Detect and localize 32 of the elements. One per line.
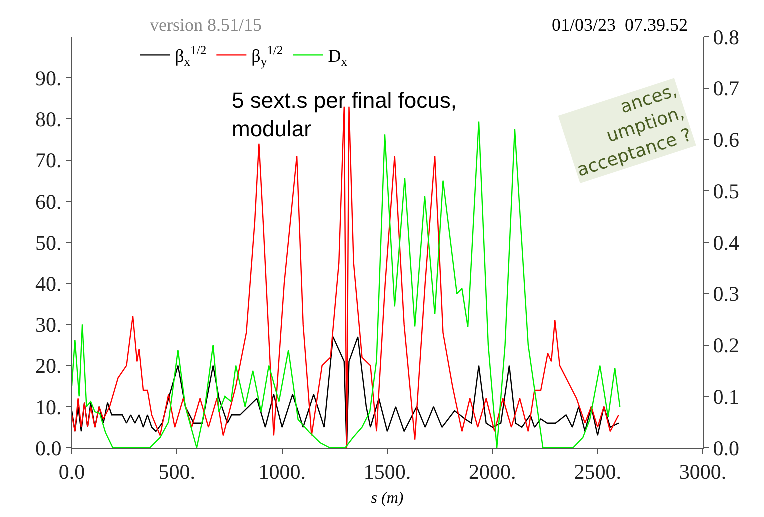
y2-tick-label: 0.0	[713, 436, 740, 460]
annotation: 5 sext.s per final focus, modular	[232, 88, 457, 142]
y-tick-label: 70.	[36, 148, 62, 173]
x-tick-label: 0.0	[58, 460, 86, 484]
x-tick-label: 500.	[158, 460, 196, 484]
x-tick-label: 1000.	[258, 460, 306, 484]
y2-tick-label: 0.4	[713, 230, 740, 255]
y-tick-label: 0.0	[36, 436, 62, 460]
y-tick-label: 60.	[36, 190, 62, 214]
x-tick-label: 3000.	[679, 460, 727, 484]
y-tick-label: 30.	[36, 313, 62, 338]
y2-tick-label: 0.2	[713, 334, 740, 358]
y-tick-label: 90.	[36, 66, 62, 90]
y2-tick-label: 0.7	[713, 76, 740, 101]
x-axis-title: s (m)	[371, 490, 404, 507]
x-tick-label: 2500.	[574, 460, 622, 484]
x-tick-label: 1500.	[364, 460, 412, 484]
y2-tick-label: 0.6	[713, 128, 740, 152]
y2-tick-label: 0.3	[713, 282, 740, 306]
text: 01/03/23 07.39.52	[552, 15, 688, 35]
x-tick-label: 2000.	[469, 460, 516, 484]
y-tick-label: 50.	[36, 230, 62, 255]
text: version 8.51/15	[150, 15, 262, 35]
legend-label: D$_{x}$	[328, 46, 348, 69]
y-tick-label: 40.	[36, 272, 62, 296]
y2-tick-label: 0.8	[713, 25, 740, 50]
y-tick-label: 80.	[36, 108, 62, 132]
y2-tick-label: 0.5	[713, 179, 740, 204]
line-series	[72, 336, 620, 448]
y-tick-label: 10.	[36, 395, 62, 420]
y-tick-label: 20.	[36, 354, 62, 378]
y2-tick-label: 0.1	[713, 384, 740, 409]
